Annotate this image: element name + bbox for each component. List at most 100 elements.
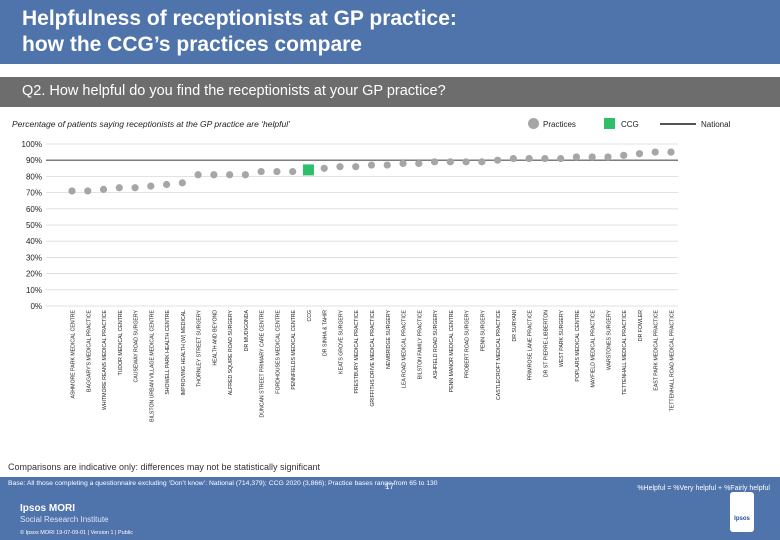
legend-ccg-marker bbox=[604, 118, 615, 129]
x-category-label: PENN SURGERY bbox=[480, 309, 486, 351]
title-line-1: Helpfulness of receptionists at GP pract… bbox=[22, 7, 457, 30]
x-category-label: PENN MANOR MEDICAL CENTRE bbox=[449, 309, 455, 392]
question-text: Q2. How helpful do you find the receptio… bbox=[22, 83, 446, 99]
ccg-marker bbox=[302, 164, 314, 176]
page-number: 17 bbox=[385, 482, 394, 491]
y-tick-label: 40% bbox=[26, 237, 42, 246]
x-category-label: CCG bbox=[307, 310, 313, 322]
y-tick-label: 80% bbox=[26, 172, 42, 181]
legend-practices-label: Practices bbox=[543, 120, 576, 129]
practice-point bbox=[588, 153, 596, 161]
x-category-label: ALFRED SQUIRE ROAD SURGERY bbox=[228, 309, 234, 395]
x-category-label: BILSTON FAMILY PRACTICE bbox=[417, 309, 423, 379]
x-category-label: WEST PARK SURGERY bbox=[559, 309, 565, 367]
x-category-label: CASTLECROFT MEDICAL PRACTICE bbox=[496, 309, 502, 399]
x-category-label: LEA ROAD MEDICAL PRACTICE bbox=[402, 309, 408, 387]
x-category-label: EAST PARK MEDICAL PRACTICE bbox=[654, 309, 660, 390]
practice-point bbox=[320, 164, 328, 172]
base-text: Base: All those completing a questionnai… bbox=[8, 480, 438, 487]
practice-point bbox=[494, 156, 502, 164]
y-tick-label: 20% bbox=[26, 270, 42, 279]
practice-point bbox=[446, 158, 454, 166]
practice-point bbox=[226, 171, 234, 179]
definition-text: %Helpful = %Very helpful + %Fairly helpf… bbox=[637, 485, 770, 492]
footer: Base: All those completing a questionnai… bbox=[0, 477, 780, 540]
x-category-label: TETTENHALL ROAD MEDICAL PRACTICE bbox=[670, 309, 676, 411]
logo-text: Ipsos MORI bbox=[20, 503, 76, 514]
x-category-label: DR SURYANI bbox=[512, 310, 518, 342]
x-category-label: PROBERT ROAD SURGERY bbox=[465, 309, 471, 378]
x-category-label: NEWBRIDGE SURGERY bbox=[386, 309, 392, 369]
practice-point bbox=[273, 167, 281, 176]
x-category-label: SHOWELL PARK HEALTH CENTRE bbox=[165, 309, 171, 394]
legend-ccg-label: CCG bbox=[621, 120, 639, 129]
title-line-2: how the CCG’s practices compare bbox=[22, 33, 362, 56]
practice-point bbox=[257, 167, 265, 176]
x-category-label: ASHFIELD ROAD SURGERY bbox=[433, 309, 439, 378]
x-category-label: IMPROVING HEALTH (W) MEDICAL bbox=[181, 310, 187, 396]
y-tick-label: 90% bbox=[26, 156, 42, 165]
x-category-label: DR FOWLER bbox=[638, 310, 644, 341]
x-category-label: WHITMORE REANS MEDICAL PRACTICE bbox=[102, 309, 108, 410]
practice-point bbox=[289, 167, 297, 176]
x-category-label: PRESTBURY MEDICAL PRACTICE bbox=[354, 309, 360, 393]
x-category-label: MAYFIELD MEDICAL PRACTICE bbox=[591, 309, 597, 387]
y-tick-label: 100% bbox=[22, 140, 42, 149]
y-tick-label: 10% bbox=[26, 286, 42, 295]
practice-point bbox=[336, 163, 344, 171]
ipsos-logo-icon: Ipsos bbox=[730, 492, 754, 532]
y-tick-label: 60% bbox=[26, 205, 42, 214]
x-category-label: POPLARS MEDICAL CENTRE bbox=[575, 309, 581, 381]
practice-point bbox=[604, 153, 612, 161]
emblem-label: Ipsos bbox=[734, 516, 750, 522]
x-category-label: BILSTON URBAN VILLAGE MEDICAL CENTRE bbox=[149, 309, 155, 421]
practice-point bbox=[572, 153, 581, 161]
x-category-label: DR MUDIGONDA bbox=[244, 309, 250, 351]
x-category-label: THORNLEY STREET SURGERY bbox=[197, 309, 203, 387]
practice-point bbox=[210, 171, 218, 179]
title-bar: Helpfulness of receptionists at GP pract… bbox=[0, 0, 780, 64]
practice-point bbox=[399, 159, 407, 168]
practice-point bbox=[99, 185, 108, 193]
practice-point bbox=[367, 161, 376, 169]
x-category-label: TUDOR MEDICAL CENTRE bbox=[118, 309, 124, 375]
legend-national-label: National bbox=[701, 120, 731, 129]
page-title: Helpfulness of receptionists at GP pract… bbox=[22, 6, 642, 58]
practice-point bbox=[84, 187, 92, 195]
practice-point bbox=[147, 182, 155, 190]
x-category-label: PENNFIELDS MEDICAL CENTRE bbox=[291, 309, 297, 389]
x-category-label: DUNCAN STREET PRIMARY CARE CENTRE bbox=[260, 309, 266, 417]
practice-point bbox=[430, 158, 439, 166]
chart-subtitle: Percentage of patients saying receptioni… bbox=[12, 119, 290, 129]
x-category-label: GRIFFITHS DRIVE MEDICAL PRACTICE bbox=[370, 309, 376, 406]
x-category-label: DR SINHA & TAHIR bbox=[323, 310, 329, 356]
y-tick-label: 30% bbox=[26, 253, 42, 262]
practice-point bbox=[162, 180, 171, 189]
x-category-label: WARSTONES SURGERY bbox=[606, 309, 612, 370]
practice-point bbox=[178, 179, 186, 187]
x-category-label: DR ST PIERRE-LIBBERTON bbox=[543, 310, 549, 377]
practice-point bbox=[651, 148, 659, 156]
practice-point bbox=[462, 158, 470, 166]
practice-point bbox=[667, 148, 675, 156]
copyright: © Ipsos MORI 19-07-09-01 | Version 1 | P… bbox=[20, 530, 133, 536]
legend-practices-marker bbox=[528, 118, 539, 129]
footnote: Comparisons are indicative only: differe… bbox=[8, 462, 320, 472]
x-category-label: TETTENHALL MEDICAL PRACTICE bbox=[622, 309, 628, 394]
practice-point bbox=[541, 154, 549, 163]
practice-point bbox=[194, 171, 202, 179]
legend-national-line bbox=[660, 123, 696, 125]
practice-point bbox=[383, 161, 391, 169]
x-category-label: BAGGARY'S MEDICAL PRACTICE bbox=[86, 309, 92, 392]
practice-point bbox=[525, 154, 533, 163]
practice-point bbox=[68, 187, 76, 195]
practice-point bbox=[557, 154, 565, 163]
x-category-label: ASHMORE PARK MEDICAL CENTRE bbox=[71, 309, 77, 398]
practice-point bbox=[352, 163, 360, 171]
y-tick-label: 70% bbox=[26, 189, 42, 198]
practice-point bbox=[478, 158, 486, 166]
x-category-label: PRIMROSE LANE PRACTICE bbox=[528, 309, 534, 380]
logo-subtext: Social Research Institute bbox=[20, 515, 109, 524]
x-category-label: CAUSEWAY ROAD SURGERY bbox=[134, 309, 140, 382]
y-tick-label: 50% bbox=[26, 221, 42, 230]
